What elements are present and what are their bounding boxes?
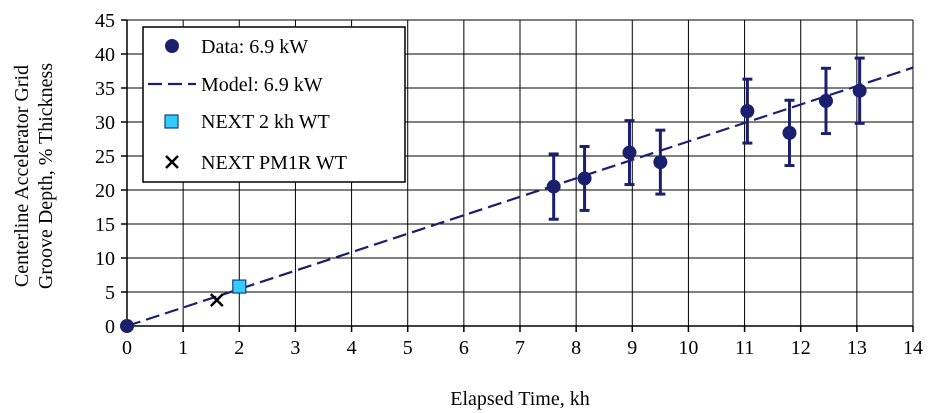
y-axis-title-line-2: Groove Depth, % Thickness [35, 63, 57, 289]
legend-item-pm1r: NEXT PM1R WT [165, 152, 347, 174]
y-tick-label: 40 [95, 44, 115, 66]
legend-label-data: Data: 6.9 kW [201, 36, 308, 58]
x-tick-label: 14 [903, 337, 923, 359]
legend-label-pm1r: NEXT PM1R WT [201, 152, 347, 174]
y-tick-label: 20 [95, 180, 115, 202]
legend-pm1r-marker [165, 155, 179, 169]
y-tick-label: 5 [105, 282, 115, 304]
x-tick-label: 10 [678, 337, 698, 359]
x-tick-label: 13 [847, 337, 867, 359]
x-tick-label: 1 [178, 337, 188, 359]
legend: Data: 6.9 kW Model: 6.9 kW NEXT 2 kh WT … [142, 26, 406, 183]
x-tick-label: 8 [571, 337, 581, 359]
next-2kh-point [232, 279, 247, 294]
x-axis-title: Elapsed Time, kh [450, 388, 589, 410]
y-tick-label: 25 [95, 146, 115, 168]
x-tick-label: 2 [234, 337, 244, 359]
legend-next-2kh-marker [164, 114, 179, 129]
x-tick-label: 12 [791, 337, 811, 359]
x-tick-label: 6 [459, 337, 469, 359]
legend-item-next-2kh: NEXT 2 kh WT [164, 111, 330, 133]
data-point [546, 179, 561, 194]
data-point [120, 319, 134, 333]
x-tick-label: 9 [627, 337, 637, 359]
y-tick-label: 35 [95, 78, 115, 100]
data-point [852, 83, 867, 98]
x-tick-label: 7 [515, 337, 525, 359]
x-tick-label: 5 [403, 337, 413, 359]
legend-item-model: Model: 6.9 kW [148, 74, 323, 96]
legend-label-model: Model: 6.9 kW [201, 74, 323, 96]
pm1r-point [209, 293, 224, 308]
data-point [782, 125, 797, 140]
y-tick-label: 30 [95, 112, 115, 134]
legend-data-marker [165, 39, 179, 53]
data-point [577, 171, 592, 186]
x-tick-label: 11 [735, 337, 754, 359]
data-point [622, 145, 637, 160]
y-axis-title-line-1: Centerline Accelerator Grid [11, 65, 33, 287]
x-tick-label: 3 [290, 337, 300, 359]
x-tick-label: 0 [122, 337, 132, 359]
x-tick-label: 4 [347, 337, 357, 359]
data-point [818, 93, 833, 108]
legend-label-next-2kh: NEXT 2 kh WT [201, 111, 330, 133]
data-point [653, 155, 668, 170]
legend-box [142, 26, 406, 183]
model-line [126, 66, 914, 328]
y-tick-label: 15 [95, 214, 115, 236]
legend-item-data: Data: 6.9 kW [165, 36, 308, 58]
y-tick-label: 10 [95, 248, 115, 270]
data-point [740, 104, 755, 119]
y-tick-label: 45 [95, 10, 115, 32]
y-tick-label: 0 [105, 316, 115, 338]
